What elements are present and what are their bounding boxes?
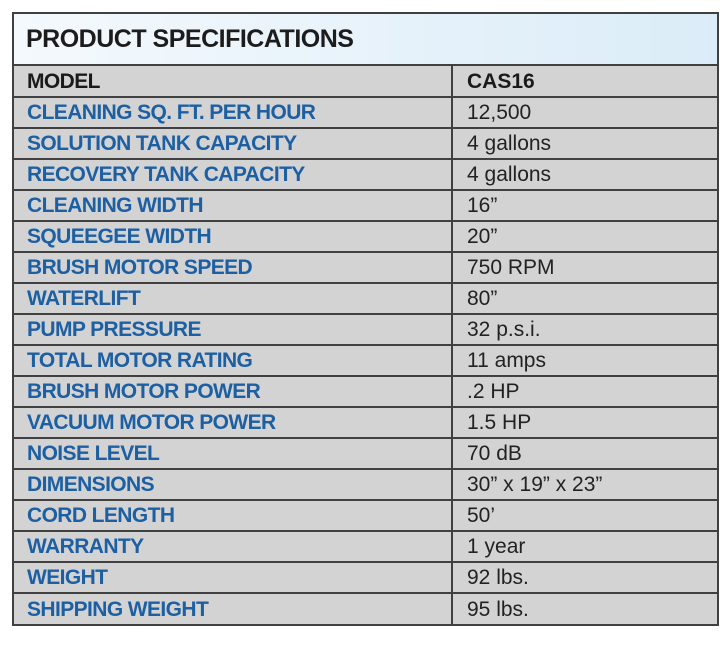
spec-value: 1.5 HP [452, 407, 717, 439]
spec-value: 4 gallons [452, 128, 717, 160]
spec-value: 16” [452, 190, 717, 222]
spec-row: SHIPPING WEIGHT 95 lbs. [14, 593, 717, 624]
spec-row: NOISE LEVEL 70 dB [14, 438, 717, 470]
spec-label: WARRANTY [14, 531, 453, 563]
spec-value: 70 dB [452, 438, 717, 470]
spec-row: SQUEEGEE WIDTH 20” [14, 221, 717, 253]
spec-label: NOISE LEVEL [14, 438, 453, 470]
spec-header-value: CAS16 [452, 66, 717, 98]
spec-value: 80” [452, 283, 717, 315]
spec-header-label: MODEL [14, 66, 453, 98]
spec-label: PUMP PRESSURE [14, 314, 453, 346]
spec-value: 20” [452, 221, 717, 253]
spec-label: SOLUTION TANK CAPACITY [14, 128, 453, 160]
spec-label: VACUUM MOTOR POWER [14, 407, 453, 439]
spec-value: 92 lbs. [452, 562, 717, 594]
spec-row: PUMP PRESSURE 32 p.s.i. [14, 314, 717, 346]
spec-label: SHIPPING WEIGHT [14, 593, 453, 624]
spec-label: SQUEEGEE WIDTH [14, 221, 453, 253]
spec-value: 750 RPM [452, 252, 717, 284]
spec-row: VACUUM MOTOR POWER 1.5 HP [14, 407, 717, 439]
spec-label: WEIGHT [14, 562, 453, 594]
spec-row: WATERLIFT 80” [14, 283, 717, 315]
spec-header-row: MODEL CAS16 [14, 66, 717, 98]
spec-value: 1 year [452, 531, 717, 563]
spec-row: BRUSH MOTOR SPEED 750 RPM [14, 252, 717, 284]
spec-value: 30” x 19” x 23” [452, 469, 717, 501]
spec-label: BRUSH MOTOR SPEED [14, 252, 453, 284]
spec-value: 4 gallons [452, 159, 717, 191]
spec-row: CORD LENGTH 50’ [14, 500, 717, 532]
product-specifications-panel: PRODUCT SPECIFICATIONS MODEL CAS16 CLEAN… [12, 12, 719, 626]
spec-table: MODEL CAS16 CLEANING SQ. FT. PER HOUR 12,… [14, 66, 717, 624]
spec-value: 95 lbs. [467, 597, 529, 621]
spec-row: SOLUTION TANK CAPACITY 4 gallons [14, 128, 717, 160]
spec-label: CLEANING WIDTH [14, 190, 453, 222]
spec-row: DIMENSIONS 30” x 19” x 23” [14, 469, 717, 501]
spec-value: 32 p.s.i. [452, 314, 717, 346]
spec-value: .2 HP [452, 376, 717, 408]
spec-label: BRUSH MOTOR POWER [14, 376, 453, 408]
spec-row: CLEANING WIDTH 16” [14, 190, 717, 222]
spec-value: 50’ [452, 500, 717, 532]
spec-title: PRODUCT SPECIFICATIONS [26, 24, 354, 53]
spec-label: CLEANING SQ. FT. PER HOUR [14, 97, 453, 129]
spec-value: 11 amps [452, 345, 717, 377]
spec-row: BRUSH MOTOR POWER .2 HP [14, 376, 717, 408]
spec-row: WEIGHT 92 lbs. [14, 562, 717, 594]
spec-row: RECOVERY TANK CAPACITY 4 gallons [14, 159, 717, 191]
spec-row: TOTAL MOTOR RATING 11 amps [14, 345, 717, 377]
spec-row: CLEANING SQ. FT. PER HOUR 12,500 [14, 97, 717, 129]
spec-label: RECOVERY TANK CAPACITY [14, 159, 453, 191]
spec-value: 12,500 [452, 97, 717, 129]
spec-row: WARRANTY 1 year [14, 531, 717, 563]
spec-label: CORD LENGTH [14, 500, 453, 532]
spec-label: DIMENSIONS [14, 469, 453, 501]
spec-label: WATERLIFT [14, 283, 453, 315]
spec-label: TOTAL MOTOR RATING [14, 345, 453, 377]
spec-title-bar: PRODUCT SPECIFICATIONS [14, 14, 717, 66]
